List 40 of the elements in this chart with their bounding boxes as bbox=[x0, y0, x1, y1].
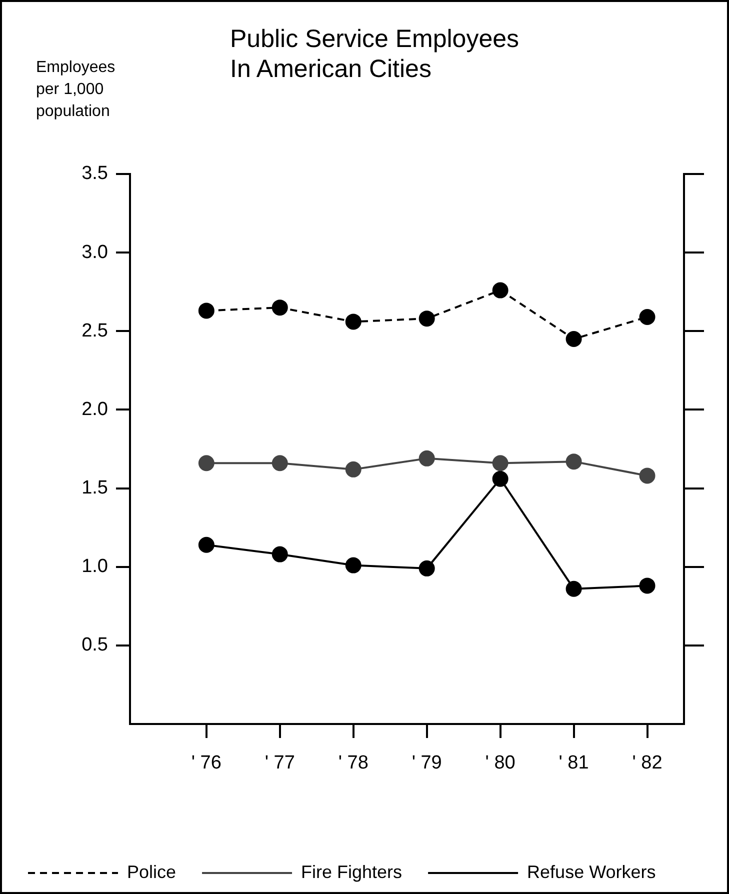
point bbox=[272, 300, 288, 316]
x-tick-label: ' 78 bbox=[338, 752, 368, 774]
point bbox=[566, 454, 582, 470]
point bbox=[418, 310, 435, 327]
point bbox=[492, 455, 508, 472]
legend-label: Fire Fighters bbox=[301, 862, 402, 882]
y-axis-title: Employees per 1,000 population bbox=[36, 58, 116, 122]
chart-title: Public Service Employees In American Cities bbox=[230, 24, 520, 84]
x-tick-label: ' 79 bbox=[412, 752, 442, 774]
y-tick-label: 1.0 bbox=[82, 556, 108, 578]
x-tick-label: ' 77 bbox=[264, 752, 295, 774]
x-tick-label: ' 82 bbox=[632, 752, 662, 774]
point bbox=[345, 557, 362, 574]
point bbox=[345, 314, 362, 330]
point bbox=[272, 546, 288, 562]
point bbox=[566, 580, 582, 597]
x-tick-label: ' 80 bbox=[485, 752, 516, 774]
legend-label: Police bbox=[127, 862, 176, 882]
y-tick-label: 0.5 bbox=[82, 634, 108, 656]
point bbox=[272, 455, 288, 472]
y-tick-label: 2.5 bbox=[82, 320, 108, 342]
point bbox=[418, 450, 435, 466]
point bbox=[639, 309, 656, 325]
x-tick-label: ' 81 bbox=[558, 752, 589, 774]
point bbox=[492, 470, 508, 487]
point bbox=[492, 282, 508, 298]
point bbox=[418, 560, 435, 576]
x-tick-label: ' 76 bbox=[191, 752, 222, 774]
point bbox=[198, 536, 214, 553]
point bbox=[639, 468, 656, 484]
point bbox=[198, 302, 214, 319]
y-tick-label: 3.5 bbox=[82, 163, 108, 184]
y-tick-label: 1.5 bbox=[82, 478, 108, 499]
legend-label: Refuse Workers bbox=[527, 862, 656, 882]
point bbox=[639, 578, 656, 594]
y-tick-label: 3.0 bbox=[82, 242, 108, 263]
point bbox=[345, 461, 362, 478]
point bbox=[198, 455, 214, 472]
point bbox=[566, 331, 582, 347]
y-tick-label: 2.0 bbox=[82, 398, 108, 420]
